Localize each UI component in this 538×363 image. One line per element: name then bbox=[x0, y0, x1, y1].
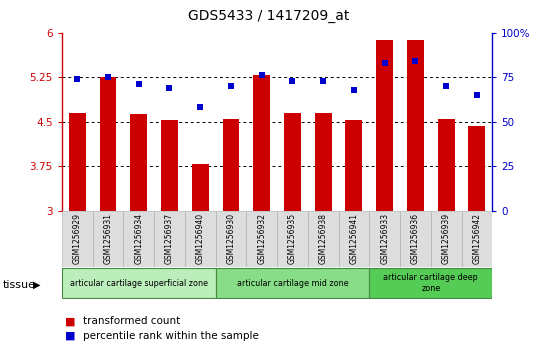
Text: ■: ■ bbox=[65, 331, 75, 341]
Point bbox=[380, 60, 389, 66]
Text: GSM1256933: GSM1256933 bbox=[380, 213, 389, 264]
FancyBboxPatch shape bbox=[216, 268, 369, 298]
Text: GSM1256935: GSM1256935 bbox=[288, 213, 297, 264]
FancyBboxPatch shape bbox=[93, 211, 123, 267]
Bar bbox=[345, 121, 363, 211]
Text: GSM1256937: GSM1256937 bbox=[165, 213, 174, 264]
Bar bbox=[469, 126, 485, 211]
Text: tissue: tissue bbox=[3, 280, 36, 290]
Point bbox=[288, 78, 297, 83]
FancyBboxPatch shape bbox=[154, 211, 185, 267]
Text: ▶: ▶ bbox=[33, 280, 41, 290]
FancyBboxPatch shape bbox=[431, 211, 462, 267]
FancyBboxPatch shape bbox=[246, 211, 277, 267]
Point bbox=[104, 74, 112, 80]
FancyBboxPatch shape bbox=[308, 211, 338, 267]
Point bbox=[472, 92, 481, 98]
Bar bbox=[315, 113, 331, 211]
Text: transformed count: transformed count bbox=[83, 316, 181, 326]
Bar bbox=[376, 40, 393, 211]
Point bbox=[411, 58, 420, 64]
Text: GSM1256934: GSM1256934 bbox=[134, 213, 143, 264]
Text: GSM1256942: GSM1256942 bbox=[472, 213, 482, 264]
Bar bbox=[161, 121, 178, 211]
Bar bbox=[223, 119, 239, 211]
Text: articular cartilage superficial zone: articular cartilage superficial zone bbox=[70, 279, 208, 287]
Bar bbox=[407, 40, 424, 211]
Text: GSM1256938: GSM1256938 bbox=[318, 213, 328, 264]
FancyBboxPatch shape bbox=[338, 211, 369, 267]
FancyBboxPatch shape bbox=[277, 211, 308, 267]
FancyBboxPatch shape bbox=[62, 211, 93, 267]
Bar bbox=[69, 113, 86, 211]
Bar bbox=[438, 119, 455, 211]
Text: GSM1256936: GSM1256936 bbox=[411, 213, 420, 264]
Text: articular cartilage mid zone: articular cartilage mid zone bbox=[237, 279, 348, 287]
Text: GDS5433 / 1417209_at: GDS5433 / 1417209_at bbox=[188, 9, 350, 23]
Point bbox=[257, 73, 266, 78]
FancyBboxPatch shape bbox=[369, 268, 492, 298]
FancyBboxPatch shape bbox=[62, 268, 216, 298]
Text: articular cartilage deep
zone: articular cartilage deep zone bbox=[384, 273, 478, 293]
Text: GSM1256930: GSM1256930 bbox=[226, 213, 236, 264]
Text: ■: ■ bbox=[65, 316, 75, 326]
Text: GSM1256932: GSM1256932 bbox=[257, 213, 266, 264]
Point bbox=[226, 83, 235, 89]
Text: GSM1256941: GSM1256941 bbox=[349, 213, 358, 264]
Point bbox=[134, 81, 143, 87]
Point bbox=[73, 76, 82, 82]
Text: GSM1256931: GSM1256931 bbox=[103, 213, 112, 264]
Text: GSM1256929: GSM1256929 bbox=[73, 213, 82, 264]
FancyBboxPatch shape bbox=[216, 211, 246, 267]
Point bbox=[442, 83, 450, 89]
Text: GSM1256939: GSM1256939 bbox=[442, 213, 451, 264]
Point bbox=[319, 78, 328, 83]
Point bbox=[165, 85, 174, 91]
Text: GSM1256940: GSM1256940 bbox=[196, 213, 205, 264]
FancyBboxPatch shape bbox=[400, 211, 431, 267]
FancyBboxPatch shape bbox=[123, 211, 154, 267]
Point bbox=[350, 87, 358, 93]
FancyBboxPatch shape bbox=[462, 211, 492, 267]
Text: percentile rank within the sample: percentile rank within the sample bbox=[83, 331, 259, 341]
Point bbox=[196, 105, 204, 110]
Bar bbox=[192, 164, 209, 211]
Bar bbox=[253, 76, 270, 211]
FancyBboxPatch shape bbox=[369, 211, 400, 267]
Bar bbox=[100, 77, 116, 211]
Bar bbox=[130, 114, 147, 211]
Bar bbox=[284, 113, 301, 211]
FancyBboxPatch shape bbox=[185, 211, 216, 267]
